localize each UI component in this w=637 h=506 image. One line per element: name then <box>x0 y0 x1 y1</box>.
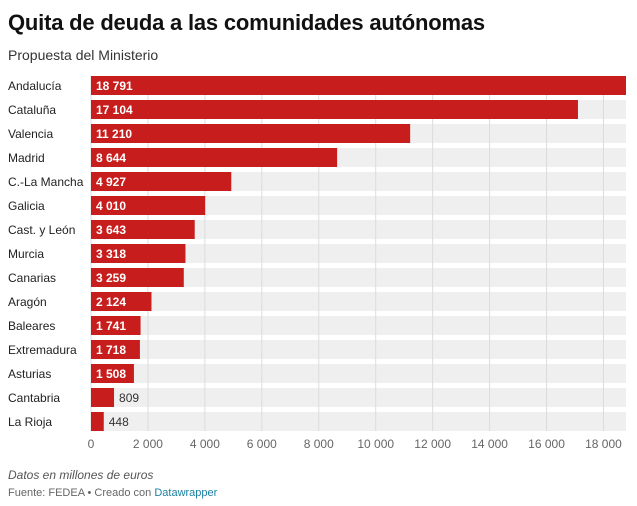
chart-title: Quita de deuda a las comunidades autónom… <box>8 10 485 35</box>
value-label: 3 259 <box>96 271 126 285</box>
bar <box>91 124 411 143</box>
category-label: Cast. y León <box>8 223 75 237</box>
datawrapper-link[interactable]: Datawrapper <box>154 487 218 499</box>
bar <box>91 244 186 263</box>
bar <box>91 76 626 95</box>
bar <box>91 388 115 407</box>
bar <box>91 100 578 119</box>
bar <box>91 364 134 383</box>
data-unit-note: Datos en millones de euros <box>8 468 154 482</box>
chart-subtitle: Propuesta del Ministerio <box>8 47 159 63</box>
value-label: 3 318 <box>96 247 126 261</box>
category-label: Cantabria <box>8 391 60 405</box>
value-label: 4 927 <box>96 175 126 189</box>
bar <box>91 172 232 191</box>
value-label: 448 <box>109 415 129 429</box>
bar-track <box>91 268 626 287</box>
value-label: 8 644 <box>96 151 126 165</box>
value-label: 1 741 <box>96 319 126 333</box>
bar <box>91 220 195 239</box>
bar-track <box>91 244 626 263</box>
bar-track <box>91 220 626 239</box>
x-tick-label: 12 000 <box>414 437 451 451</box>
value-label: 809 <box>119 391 139 405</box>
bar-track <box>91 196 626 215</box>
value-label: 3 643 <box>96 223 126 237</box>
category-label: La Rioja <box>8 415 52 429</box>
x-tick-label: 2 000 <box>133 437 163 451</box>
bar-track <box>91 340 626 359</box>
value-label: 11 210 <box>96 127 132 141</box>
bar <box>91 148 338 167</box>
category-label: Cataluña <box>8 103 56 117</box>
bar <box>91 412 104 431</box>
bar-track <box>91 388 626 407</box>
value-label: 4 010 <box>96 199 126 213</box>
bar <box>91 340 140 359</box>
source-line: Fuente: FEDEA • Creado con Datawrapper <box>8 487 217 499</box>
x-tick-label: 0 <box>88 437 95 451</box>
x-tick-label: 6 000 <box>247 437 277 451</box>
value-label: 2 124 <box>96 295 126 309</box>
bar-track <box>91 364 626 383</box>
bar <box>91 292 152 311</box>
category-label: Extremadura <box>8 343 77 357</box>
x-tick-label: 8 000 <box>304 437 334 451</box>
category-label: Murcia <box>8 247 44 261</box>
category-label: Galicia <box>8 199 45 213</box>
x-tick-label: 18 000 <box>585 437 622 451</box>
value-label: 18 791 <box>96 79 133 93</box>
category-label: Andalucía <box>8 79 62 93</box>
x-tick-label: 4 000 <box>190 437 220 451</box>
bar <box>91 316 141 335</box>
value-label: 1 508 <box>96 367 126 381</box>
bar <box>91 268 184 287</box>
category-label: Baleares <box>8 319 55 333</box>
bar-track <box>91 292 626 311</box>
category-label: Canarias <box>8 271 56 285</box>
bar <box>91 196 206 215</box>
x-tick-label: 14 000 <box>471 437 508 451</box>
category-label: C.-La Mancha <box>8 175 84 189</box>
category-label: Valencia <box>8 127 53 141</box>
x-tick-label: 10 000 <box>357 437 394 451</box>
bar-track <box>91 412 626 431</box>
value-label: 1 718 <box>96 343 126 357</box>
source-text: Fuente: FEDEA • Creado con <box>8 487 155 499</box>
category-label: Asturias <box>8 367 51 381</box>
category-label: Aragón <box>8 295 47 309</box>
bar-track <box>91 316 626 335</box>
x-tick-label: 16 000 <box>528 437 565 451</box>
bar-chart: Andalucía 18 791 Cataluña 17 104 Valencia 11 … <box>8 76 626 451</box>
category-label: Madrid <box>8 151 45 165</box>
value-label: 17 104 <box>96 103 133 117</box>
